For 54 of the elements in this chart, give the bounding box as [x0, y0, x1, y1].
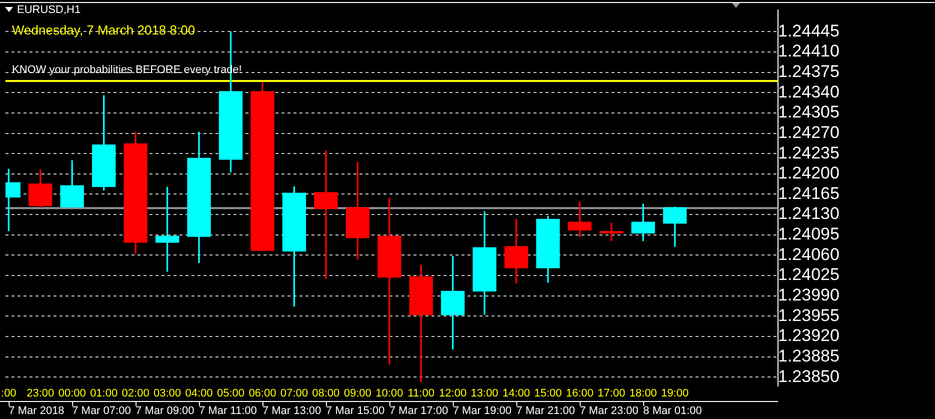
x-tick-label: 14:00: [502, 387, 530, 400]
x-tick-label: 12:00: [439, 387, 467, 400]
y-tick-label: 1.23955: [778, 306, 840, 325]
text: 7 Mar 15:00: [326, 405, 385, 418]
text: 7 Mar 07:00: [72, 405, 131, 418]
y-tick-label: 1.24340: [778, 82, 840, 102]
x-tick-label: 06:00: [248, 387, 276, 400]
x-tick-label: 13:00: [470, 387, 498, 400]
y-tick-label: 1.23990: [778, 286, 840, 305]
text: 8 Mar 01:00: [643, 405, 702, 418]
text: 7 Mar 17:00: [389, 405, 448, 418]
y-tick-label: 1.24410: [778, 42, 840, 61]
y-tick-label: 1.24270: [778, 122, 840, 142]
y-tick-label: 1.24305: [778, 102, 840, 122]
text: 7 Mar 2018: [8, 405, 64, 418]
annotation: Wednesday, 7 March 2018 8:00: [12, 22, 196, 38]
y-tick-label: 1.24375: [778, 62, 840, 82]
x-tick-label: 15:00: [534, 387, 562, 400]
x-tick-label: 02:00: [122, 387, 150, 400]
y-tick-label: 1.24445: [778, 21, 840, 40]
x-tick-label: 03:00: [154, 387, 182, 400]
x-tick-label: 18:00: [629, 387, 657, 400]
y-tick-label: 1.24235: [778, 143, 840, 162]
x-tick-label: 11:00: [408, 387, 434, 400]
y-tick-label: 1.23885: [778, 346, 840, 366]
chart-title: EURUSD,H1: [17, 4, 81, 16]
x-tick-label: 17:00: [598, 387, 626, 400]
y-tick-label: 1.24060: [778, 244, 840, 264]
y-tick-label: 1.24200: [778, 164, 840, 183]
x-tick-label: 07:00: [280, 387, 308, 400]
text: 7 Mar 13:00: [262, 405, 322, 418]
text: 7 Mar 19:00: [452, 405, 512, 418]
x-tick-label: 05:00: [216, 387, 244, 400]
x-tick-label: :00: [1, 387, 16, 400]
y-tick-label: 1.24130: [778, 204, 840, 224]
text: 7 Mar 11:00: [199, 405, 257, 418]
x-tick-label: 10:00: [376, 387, 404, 400]
text: 7 Mar 23:00: [580, 405, 638, 418]
y-tick-label: 1.24025: [778, 265, 840, 284]
x-tick-label: 04:00: [185, 387, 213, 400]
x-tick-label: 09:00: [344, 387, 372, 400]
y-tick-label: 1.24095: [778, 224, 840, 244]
x-tick-label: 00:00: [58, 387, 86, 400]
y-tick-label: 1.23850: [778, 366, 840, 386]
x-tick-label: 23:00: [26, 387, 54, 400]
y-tick-label: 1.24165: [778, 184, 840, 203]
candlestick: [600, 222, 624, 241]
y-tick-label: 1.23920: [778, 326, 840, 346]
x-tick-label: 08:00: [312, 387, 340, 400]
x-tick-label: 19:00: [661, 387, 689, 400]
text: 7 Mar 21:00: [516, 405, 575, 418]
x-tick-label: 16:00: [566, 387, 594, 400]
text: 7 Mar 09:00: [136, 405, 194, 418]
x-tick-label: 01:00: [90, 387, 118, 400]
